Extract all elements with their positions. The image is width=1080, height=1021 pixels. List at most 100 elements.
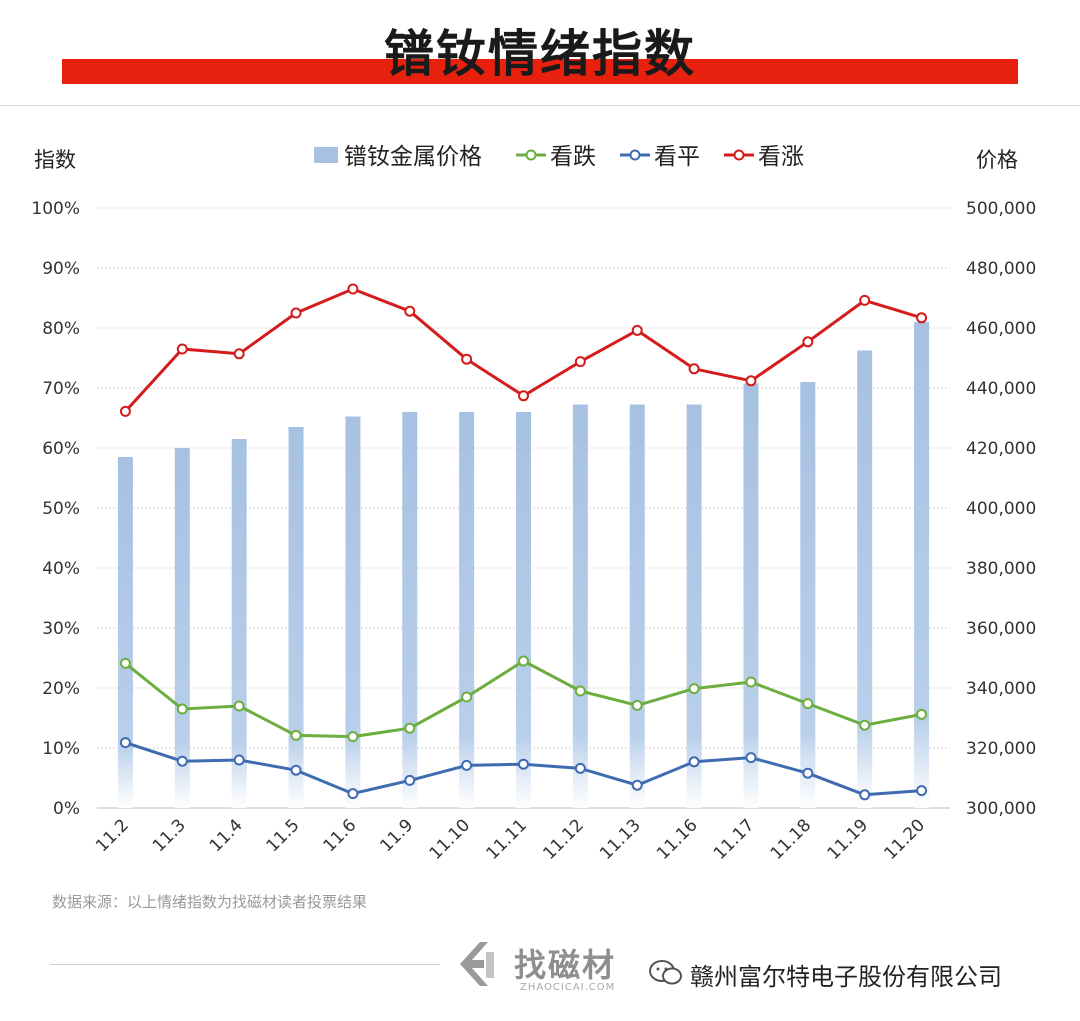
series-point-看跌 — [859, 719, 871, 731]
price-bar — [345, 416, 361, 808]
left-tick-label: 0% — [53, 799, 80, 819]
company-name: 赣州富尔特电子股份有限公司 — [690, 963, 1002, 991]
series-point-看跌 — [916, 708, 928, 720]
left-tick-label: 10% — [42, 739, 80, 759]
series-point-看平 — [631, 779, 643, 791]
series-point-看跌 — [518, 655, 529, 667]
series-point-看跌 — [176, 703, 188, 715]
legend-label: 看跌 — [550, 144, 596, 170]
x-tick-label: 11.9 — [376, 815, 417, 856]
right-tick-label: 480,000 — [966, 259, 1036, 279]
price-bar — [572, 404, 588, 808]
right-tick-label: 320,000 — [966, 739, 1036, 759]
series-point-看跌 — [745, 676, 757, 688]
left-tick-label: 20% — [42, 679, 80, 699]
left-tick-label: 100% — [31, 199, 80, 219]
series-point-看平 — [574, 762, 586, 774]
x-tick-label: 11.18 — [767, 815, 816, 864]
series-point-看跌 — [688, 683, 700, 695]
price-bar — [231, 439, 247, 808]
series-point-看涨 — [802, 336, 814, 348]
left-tick-label: 90% — [42, 259, 80, 279]
series-point-看跌 — [574, 685, 586, 697]
series-point-看跌 — [233, 700, 245, 712]
x-tick-label: 11.13 — [596, 815, 645, 864]
right-tick-label: 500,000 — [966, 199, 1036, 219]
left-axis-title: 指数 — [34, 148, 76, 172]
legend-marker — [733, 149, 745, 161]
price-bar — [117, 457, 133, 808]
series-point-看涨 — [631, 324, 643, 336]
x-tick-label: 11.11 — [482, 815, 531, 864]
series-point-看涨 — [688, 363, 700, 375]
header-divider — [0, 105, 1080, 106]
series-point-看平 — [404, 774, 416, 786]
left-tick-label: 50% — [42, 499, 80, 519]
x-tick-label: 11.3 — [149, 815, 190, 856]
series-point-看平 — [290, 764, 302, 776]
series-point-看跌 — [347, 731, 359, 743]
x-tick-label: 11.6 — [320, 815, 361, 856]
x-tick-label: 11.5 — [263, 815, 304, 856]
series-point-看涨 — [233, 348, 245, 360]
legend-marker — [629, 149, 641, 161]
right-tick-label: 420,000 — [966, 439, 1036, 459]
series-point-看涨 — [859, 294, 871, 306]
x-tick-label: 11.16 — [653, 815, 702, 864]
series-point-看涨 — [916, 312, 928, 324]
price-bar — [516, 412, 531, 808]
series-point-看跌 — [290, 729, 302, 741]
left-tick-label: 30% — [42, 619, 80, 639]
x-tick-label: 11.19 — [824, 815, 873, 864]
series-point-看涨 — [176, 343, 188, 355]
left-tick-label: 80% — [42, 319, 80, 339]
price-bar — [459, 412, 475, 808]
x-tick-label: 11.20 — [881, 815, 930, 864]
x-tick-label: 11.17 — [710, 815, 759, 864]
legend-label: 看平 — [654, 144, 700, 170]
brand-url: ZHAOCICAI.COM — [520, 982, 616, 993]
series-point-看跌 — [119, 657, 131, 669]
series-point-看跌 — [404, 722, 416, 734]
right-tick-label: 440,000 — [966, 379, 1036, 399]
page-title: 镨钕情绪指数 — [384, 25, 696, 83]
left-tick-label: 40% — [42, 559, 80, 579]
series-point-看平 — [745, 752, 757, 764]
legend-label: 看涨 — [758, 144, 804, 170]
right-tick-label: 360,000 — [966, 619, 1036, 639]
series-point-看平 — [859, 789, 871, 801]
brand-name: 找磁材 — [514, 946, 617, 984]
price-bar — [914, 322, 930, 808]
series-point-看平 — [119, 737, 131, 749]
sentiment-chart: 0% 10% 20% 30% 40% 50% 60% 70% 80% 90% 100% 300,000… — [31, 144, 1036, 864]
series-point-看平 — [688, 756, 700, 768]
series-point-看涨 — [119, 405, 131, 417]
right-tick-label: 300,000 — [966, 799, 1036, 819]
right-tick-label: 400,000 — [966, 499, 1036, 519]
data-source-note: 数据来源：以上情绪指数为找磁材读者投票结果 — [52, 893, 368, 911]
series-point-看涨 — [461, 353, 473, 365]
series-point-看涨 — [574, 356, 586, 368]
legend-marker — [525, 149, 537, 161]
footer-divider — [50, 964, 440, 965]
price-bar — [743, 383, 759, 808]
series-point-看平 — [916, 785, 928, 797]
price-bar — [800, 382, 816, 808]
price-bar — [629, 404, 645, 808]
left-tick-label: 60% — [42, 439, 80, 459]
series-point-看平 — [347, 788, 359, 800]
series-point-看平 — [518, 758, 529, 770]
x-tick-label: 11.12 — [539, 815, 588, 864]
x-tick-label: 11.10 — [426, 815, 475, 864]
left-tick-label: 70% — [42, 379, 80, 399]
right-tick-label: 460,000 — [966, 319, 1036, 339]
series-point-看平 — [461, 759, 473, 771]
x-tick-label: 11.2 — [92, 815, 133, 856]
series-point-看涨 — [290, 307, 302, 319]
right-axis-title: 价格 — [976, 148, 1018, 172]
legend-swatch-price — [314, 147, 338, 163]
series-point-看平 — [233, 754, 245, 766]
series-point-看涨 — [347, 283, 359, 295]
series-point-看平 — [176, 755, 188, 767]
series-point-看涨 — [518, 390, 529, 402]
